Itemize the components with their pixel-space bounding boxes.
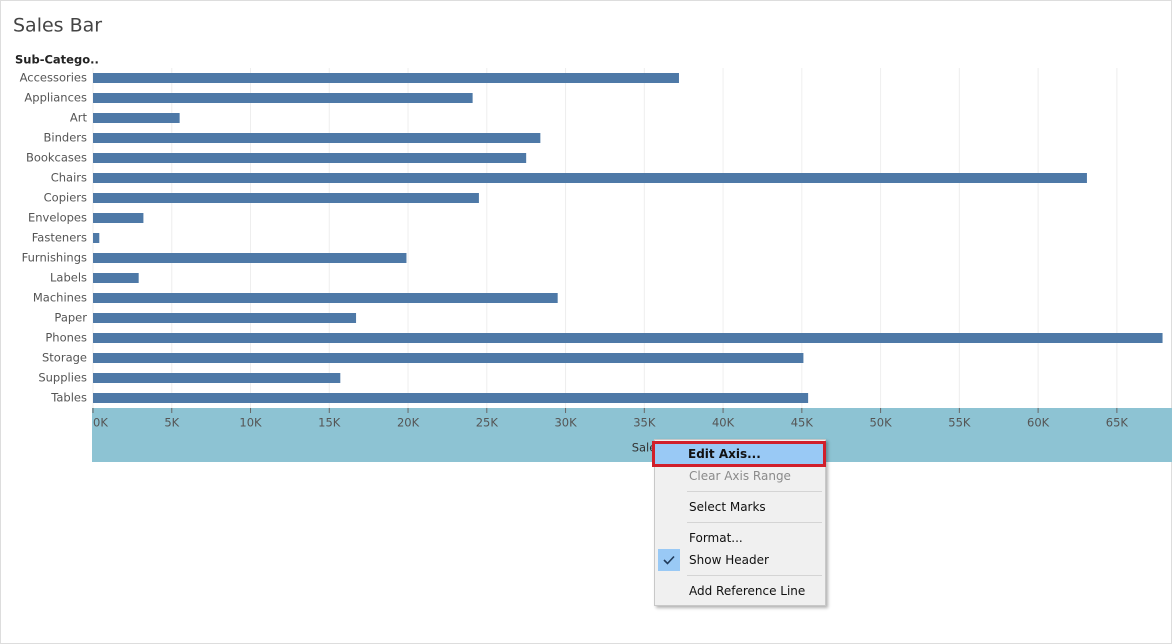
x-tick-label: 10K [239,416,262,430]
check-icon [658,549,680,571]
y-tick-label: Envelopes [28,211,87,225]
menu-item: Clear Axis Range [655,465,825,487]
menu-item[interactable]: Show Header [655,549,825,571]
y-tick-label: Art [70,111,88,125]
y-tick-label: Storage [42,351,87,365]
x-tick-label: 55K [948,416,971,430]
bar [93,313,357,323]
bar [93,113,180,123]
chart-title: Sales Bar [13,15,102,37]
bar [93,93,473,103]
x-tick-label: 20K [397,416,420,430]
menu-item-label: Edit Axis... [688,447,761,461]
category-header: Sub-Catego.. [15,53,99,67]
y-tick-label: Chairs [51,171,87,185]
bar [93,153,527,163]
y-tick-label: Copiers [44,191,87,205]
x-tick-label: 60K [1027,416,1050,430]
axis-band[interactable] [92,408,1172,462]
y-tick-label: Accessories [20,71,87,85]
menu-separator [687,491,822,492]
y-tick-label: Fasteners [32,231,87,245]
bar [93,393,809,403]
x-tick-label: 50K [869,416,892,430]
bar [93,173,1087,183]
bar [93,293,558,303]
bar [93,193,479,203]
x-tick-label: 30K [554,416,577,430]
menu-item-label: Show Header [689,553,769,567]
y-tick-label: Furnishings [22,251,87,265]
bar [93,253,407,263]
bar [93,233,100,243]
menu-item[interactable]: Edit Axis... [652,441,826,467]
x-tick-label: 15K [318,416,341,430]
bar [93,213,144,223]
y-tick-label: Labels [50,271,87,285]
bar [93,353,804,363]
menu-item[interactable]: Select Marks [655,496,825,518]
x-tick-label: 40K [712,416,735,430]
y-tick-label: Supplies [38,371,87,385]
menu-separator [687,522,822,523]
y-tick-label: Phones [45,331,87,345]
y-tick-label: Appliances [24,91,87,105]
x-tick-label: 45K [791,416,814,430]
y-tick-label: Paper [54,311,87,325]
x-tick-label: 5K [164,416,179,430]
context-menu: Edit Axis... Clear Axis Range Select Marks… [652,439,826,606]
bar [93,133,541,143]
y-tick-label: Bookcases [26,151,87,165]
x-tick-label: 0K [93,416,108,430]
bar [93,73,679,83]
y-tick-label: Machines [33,291,87,305]
bar [93,373,341,383]
menu-separator [687,575,822,576]
menu-item[interactable]: Add Reference Line [655,580,825,602]
x-tick-label: 65K [1106,416,1129,430]
menu-item-label: Format... [689,531,743,545]
menu-item-label: Add Reference Line [689,584,806,598]
menu-item[interactable]: Format... [655,527,825,549]
menu-item-label: Select Marks [689,500,766,514]
y-tick-label: Binders [44,131,87,145]
x-tick-label: 35K [633,416,656,430]
bar [93,333,1163,343]
x-tick-label: 25K [476,416,499,430]
menu-item-label: Clear Axis Range [689,469,791,483]
y-tick-label: Tables [50,391,87,405]
bar [93,273,139,283]
